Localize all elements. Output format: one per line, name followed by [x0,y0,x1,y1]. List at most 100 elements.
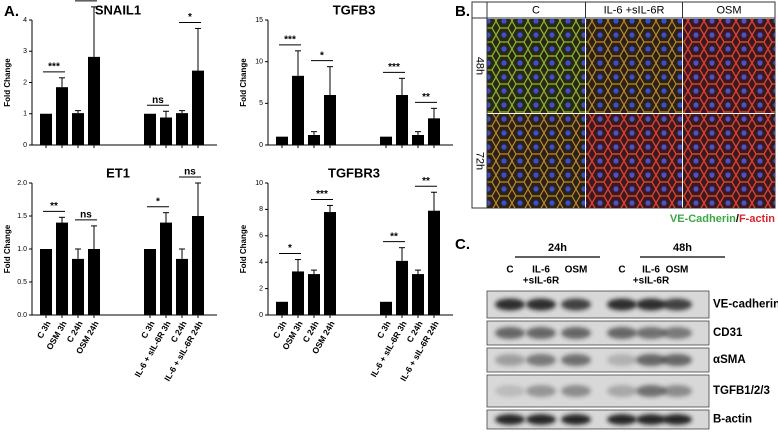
bar [412,274,424,315]
column-header: OSM [716,4,741,16]
bar [144,249,156,315]
bar [380,301,392,315]
y-tick-label: 8 [259,206,263,213]
micrograph [683,114,775,208]
lane-label: C [506,265,513,276]
group-label: 48h [673,242,692,254]
blot-band [607,385,637,397]
blot-band [636,414,666,425]
chart-title: TGFBR3 [328,165,380,180]
bar [192,216,204,315]
lane-label: +sIL-6R [633,276,670,287]
blot-band [526,414,556,425]
chart-title: ET1 [106,165,130,180]
blot-band [607,327,637,339]
blot-band [607,414,637,425]
blot-band [636,327,666,339]
y-tick-label: 0 [259,312,263,319]
significance-label: ** [50,201,58,212]
bar [428,210,440,315]
caption: VE-Cadherin/F-actin [670,213,775,225]
blot-band [495,385,525,397]
blot-band [662,385,692,397]
band-label: CD31 [713,327,743,339]
blot-band [495,298,525,311]
significance-label: *** [48,61,60,72]
blot-band [495,354,525,366]
blot-band [526,385,556,397]
chart-title: TGFB3 [333,2,376,17]
blot-band [636,298,666,311]
significance-label: ns [152,95,164,106]
panel-label: B. [455,3,470,20]
significance-label: * [320,50,324,61]
y-tick-label: 5 [259,100,263,107]
blot-band [526,354,556,366]
significance-label: *** [388,62,400,73]
bar [324,95,336,145]
y-tick-label: 2 [259,285,263,292]
micrograph [586,114,682,208]
column-header: IL-6 +sIL-6R [604,4,665,16]
bar [324,212,336,315]
blot-band [607,354,637,366]
y-axis-label: Fold Change [239,58,248,107]
row-label: 72h [474,152,486,170]
y-tick-label: 4 [259,259,263,266]
y-tick-label: 1.0 [17,246,27,253]
bar [144,113,156,145]
bar [292,75,304,145]
blot-band [561,385,591,397]
blot-band [636,354,666,366]
blot-band [526,327,556,339]
micrograph [487,19,585,113]
y-tick-label: 10 [255,180,263,187]
y-tick-label: 1 [23,111,27,118]
y-tick-label: 6 [259,233,263,240]
panel-label: A. [4,3,19,20]
bar [56,222,68,315]
microscopy-panel: C IL-6 +sIL-6R OSM 48h 72h VE-Cadherin/F-acti… [471,1,776,225]
micrograph [487,114,585,208]
row-label: 48h [474,57,486,75]
bar [88,249,100,315]
blot-band [662,414,692,425]
micrograph [683,19,775,113]
bar [292,271,304,315]
lane-label: IL-6 [642,265,660,276]
bar [396,95,408,145]
bar [176,113,188,145]
y-axis-label: Fold Change [3,58,12,107]
blot-band [561,327,591,339]
y-tick-label: 10 [255,59,263,66]
bar [40,249,52,315]
panel-label: C. [455,236,470,253]
lane-label: IL-6 [532,265,550,276]
blot-band [662,327,692,339]
y-tick-label: 0.5 [17,279,27,286]
bar [308,135,320,145]
significance-label: * [84,0,88,2]
blot-band [662,354,692,366]
significance-label: ns [184,167,196,178]
bar [72,113,84,145]
caption-part: F-actin [739,213,775,225]
caption-part: VE-Cadherin [670,213,736,225]
blot-band [636,385,666,397]
y-tick-label: 2.0 [17,180,27,187]
lane-label: OSM [565,265,588,276]
bar [72,258,84,315]
bar [192,70,204,145]
bar [308,274,320,315]
blot-band [607,298,637,311]
y-axis-label: Fold Change [3,224,12,273]
group-label: 24h [548,242,567,254]
chart-title: SNAIL1 [95,2,141,17]
bar [412,135,424,145]
micrograph [586,19,682,113]
y-axis-label: Fold Change [239,224,248,273]
y-tick-label: 0.0 [17,312,27,319]
lane-label: OSM [666,265,689,276]
bar [276,301,288,315]
